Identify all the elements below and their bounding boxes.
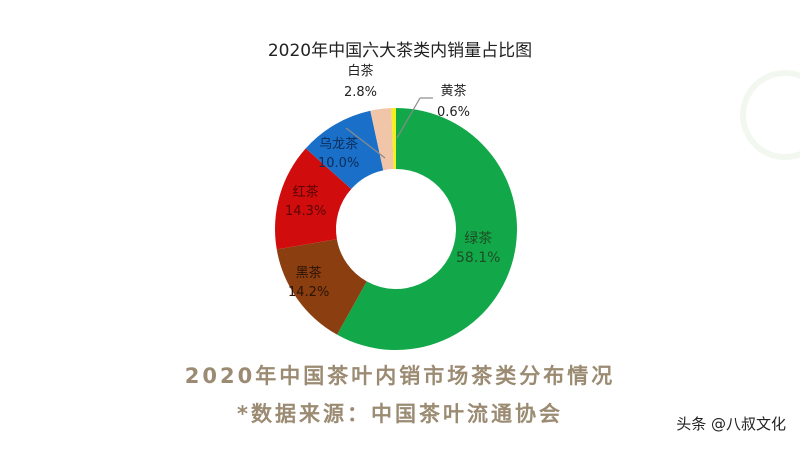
label-value: 14.2% <box>288 285 330 300</box>
label-name: 红茶 <box>292 185 319 200</box>
chart-title: 2020年中国六大茶类内销量占比图 <box>267 41 533 61</box>
label-heicha: 黑茶 14.2% <box>288 264 329 302</box>
label-value: 58.1% <box>456 250 501 266</box>
label-name: 乌龙茶 <box>319 137 359 152</box>
label-name: 白茶 <box>347 64 374 79</box>
faint-logo-watermark <box>740 70 800 160</box>
donut-slice <box>274 148 352 250</box>
donut-slices <box>274 108 517 350</box>
callout-line-baicha <box>345 127 386 159</box>
callout-line-huangcha-2 <box>396 97 421 139</box>
label-name: 黄茶 <box>440 84 467 99</box>
donut-slice <box>391 108 396 170</box>
label-value: 0.6% <box>437 105 471 120</box>
donut-slice <box>337 108 517 350</box>
label-value: 10.0% <box>318 156 360 171</box>
donut-slice <box>276 239 367 335</box>
label-wulongcha: 乌龙茶 10.0% <box>318 135 359 173</box>
caption-title: 2020年中国茶叶内销市场茶类分布情况 <box>184 364 616 388</box>
label-hongcha: 红茶 14.3% <box>285 183 326 221</box>
donut-slice <box>370 108 394 171</box>
label-baicha: 白茶 2.8% <box>344 62 377 102</box>
caption-source: *数据来源：中国茶叶流通协会 <box>237 402 563 426</box>
label-huangcha: 黄茶 0.6% <box>437 82 470 122</box>
label-name: 黑茶 <box>295 266 322 281</box>
label-name: 绿茶 <box>464 231 493 247</box>
label-lvcha: 绿茶 58.1% <box>456 230 500 268</box>
label-value: 2.8% <box>344 85 378 100</box>
attribution-watermark: 头条 @八叔文化 <box>676 415 786 433</box>
label-value: 14.3% <box>285 204 327 219</box>
donut-slice <box>305 110 384 190</box>
callout-lines <box>345 97 433 159</box>
